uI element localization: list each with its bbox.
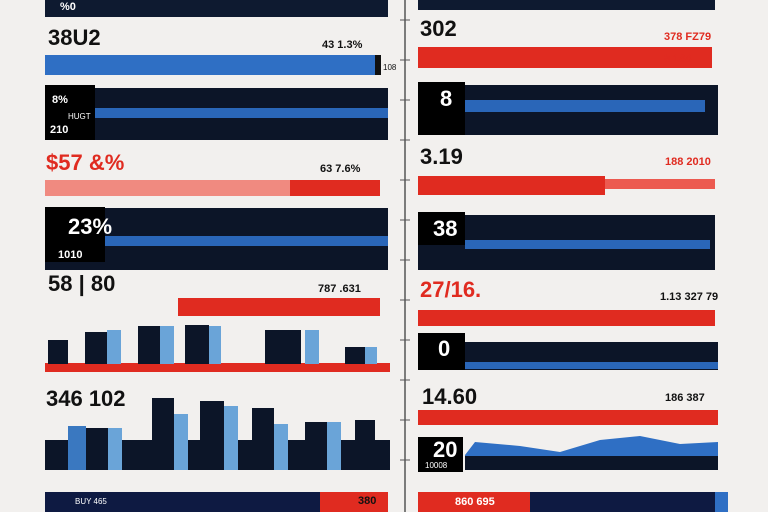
footer-label: BUY 465 — [75, 497, 107, 506]
bar-end — [375, 55, 381, 75]
value: 378 FZ79 — [664, 31, 712, 43]
bar — [715, 492, 728, 512]
bar — [68, 426, 86, 470]
bar — [290, 180, 380, 196]
bar — [418, 176, 605, 195]
block-label: 23% — [68, 214, 113, 239]
heading: 27/16. — [420, 277, 482, 302]
block-box — [45, 85, 95, 140]
value: 188 2010 — [665, 156, 711, 168]
heading: 38U2 — [48, 25, 101, 50]
bar — [320, 492, 388, 512]
stripe — [105, 236, 388, 246]
bar — [345, 347, 365, 364]
column-chart — [45, 398, 390, 470]
bar — [138, 326, 160, 364]
bar — [355, 420, 375, 470]
bar — [265, 330, 287, 364]
block-box — [418, 437, 463, 472]
bar — [305, 422, 327, 470]
value: 186 387 — [665, 392, 705, 404]
block-box — [418, 333, 465, 370]
mini-bars — [48, 325, 377, 364]
bar — [152, 398, 174, 470]
bar — [418, 47, 712, 68]
value: 787 .631 — [318, 283, 361, 295]
left-column — [45, 0, 390, 512]
bar — [86, 428, 108, 470]
heading: 302 — [420, 16, 457, 41]
block-label: 0 — [438, 336, 451, 361]
block-label: 8 — [440, 86, 453, 111]
block-label: 1010 — [58, 249, 83, 261]
block-label: 10008 — [425, 461, 448, 470]
bar — [418, 410, 718, 425]
stripe — [465, 240, 710, 249]
bar — [45, 0, 388, 17]
block-box — [418, 82, 465, 135]
block-label: HUGT — [68, 112, 91, 121]
divider-ticks — [400, 19, 410, 461]
bar — [224, 406, 238, 470]
block-label: 210 — [50, 124, 69, 136]
right-column — [418, 0, 728, 512]
stripe — [95, 108, 388, 118]
block-box — [45, 207, 105, 262]
block-box — [418, 212, 465, 245]
stripe — [465, 100, 705, 112]
bar — [107, 330, 121, 364]
bar — [85, 332, 107, 364]
block-label: 8% — [52, 94, 68, 106]
block-label: 38 — [433, 216, 458, 241]
bar — [45, 180, 290, 196]
heading: 3.19 — [420, 144, 463, 169]
heading: 346 102 — [46, 386, 126, 411]
value: 8 188 — [664, 53, 692, 65]
bar — [530, 492, 715, 512]
bar — [287, 330, 301, 364]
block-label: 20 — [433, 437, 458, 462]
value: 43 1.3% — [322, 39, 363, 51]
bar — [327, 422, 341, 470]
heading: 14.60 — [422, 384, 478, 409]
heading: $57 &% — [46, 150, 125, 175]
bar — [252, 408, 274, 470]
bar — [209, 326, 221, 364]
bar — [178, 298, 380, 316]
bar — [185, 325, 209, 364]
bar — [174, 414, 188, 470]
baseline — [45, 363, 390, 372]
bar — [200, 401, 224, 470]
footer-label: 380 — [358, 495, 377, 507]
bar — [605, 179, 715, 189]
bar — [418, 492, 530, 512]
bar — [160, 326, 174, 364]
bar — [365, 347, 377, 364]
bar — [108, 428, 122, 470]
value: 63 7.6% — [320, 163, 361, 175]
value: 1.13 327 79 — [660, 291, 719, 303]
bar — [274, 424, 288, 470]
bar — [45, 55, 375, 75]
divider — [400, 0, 410, 512]
stripe — [465, 362, 718, 369]
bar — [305, 330, 319, 364]
tick: 108 — [383, 63, 397, 72]
footer-label: 860 695 — [455, 496, 495, 508]
band — [465, 456, 718, 470]
bar — [418, 310, 715, 326]
tag: %0 — [60, 1, 76, 13]
bar — [48, 340, 68, 364]
heading: 58 | 80 — [48, 271, 116, 296]
bar — [418, 0, 715, 10]
bar — [45, 492, 320, 512]
